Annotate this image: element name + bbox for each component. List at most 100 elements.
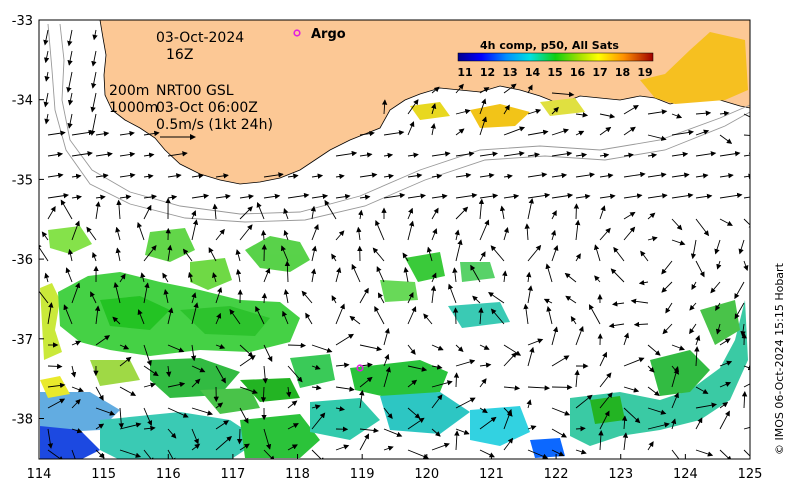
current-arrow xyxy=(335,173,345,180)
lon-tick-label: 114 xyxy=(27,467,52,482)
current-arrow xyxy=(287,400,298,409)
current-arrow xyxy=(407,220,415,241)
current-arrow xyxy=(143,365,159,377)
current-arrow xyxy=(287,423,299,430)
current-arrow xyxy=(374,306,385,325)
current-arrow xyxy=(407,121,415,136)
current-arrow xyxy=(95,335,111,346)
current-arrow xyxy=(95,131,110,137)
current-arrow xyxy=(430,285,437,304)
current-arrow xyxy=(43,29,49,46)
current-arrow xyxy=(287,444,298,451)
current-arrow xyxy=(90,92,97,113)
current-arrow xyxy=(452,267,458,283)
current-arrow xyxy=(287,192,310,199)
current-arrow xyxy=(167,381,186,388)
current-arrow xyxy=(95,407,116,416)
current-arrow xyxy=(455,397,476,409)
current-arrow xyxy=(119,356,132,367)
current-arrow xyxy=(647,134,667,141)
current-arrow xyxy=(381,99,388,115)
current-arrow xyxy=(454,430,460,451)
current-arrow xyxy=(119,273,126,283)
current-arrow xyxy=(455,359,476,367)
current-arrow xyxy=(738,239,745,255)
current-arrow xyxy=(71,398,81,409)
current-arrow xyxy=(719,218,733,226)
current-arrow xyxy=(70,365,77,378)
current-arrow xyxy=(551,128,569,136)
current-arrow xyxy=(407,207,414,220)
current-arrow xyxy=(479,362,492,368)
current-arrow xyxy=(280,245,289,262)
current-arrow xyxy=(741,391,748,409)
current-arrow xyxy=(479,193,499,199)
current-arrow xyxy=(610,268,625,283)
current-arrow xyxy=(239,386,258,395)
current-arrow xyxy=(551,106,559,115)
current-arrow xyxy=(527,385,550,391)
current-arrow xyxy=(235,268,242,283)
current-arrow xyxy=(426,246,433,262)
current-arrow xyxy=(262,365,268,384)
current-arrow xyxy=(47,302,54,325)
current-arrow xyxy=(599,173,614,179)
current-arrow xyxy=(311,193,329,200)
current-arrow xyxy=(719,192,743,199)
current-arrow xyxy=(499,205,506,220)
current-arrow xyxy=(503,352,517,367)
current-arrow xyxy=(479,151,498,157)
current-arrow xyxy=(743,196,750,199)
current-arrow xyxy=(638,279,649,286)
current-arrow xyxy=(191,407,213,416)
colorbar-tick-label: 16 xyxy=(570,66,586,79)
current-arrow xyxy=(647,386,660,397)
current-arrow xyxy=(623,407,641,424)
current-arrow xyxy=(47,398,66,409)
current-arrow xyxy=(455,239,463,262)
current-arrow xyxy=(212,272,218,283)
current-arrow xyxy=(60,199,73,220)
date-label: 03-Oct-2024 xyxy=(156,30,244,46)
current-arrow xyxy=(527,338,544,346)
current-arrow xyxy=(143,382,156,388)
current-arrow xyxy=(310,205,316,220)
current-arrow xyxy=(550,229,557,241)
argo-float-marker xyxy=(356,364,364,372)
current-arrow xyxy=(44,71,50,82)
current-arrow xyxy=(39,243,49,262)
current-arrow xyxy=(71,386,84,393)
current-arrow xyxy=(286,386,292,398)
current-arrow xyxy=(588,304,601,325)
current-arrow xyxy=(647,407,667,415)
hour-label: 16Z xyxy=(166,47,193,63)
current-arrow xyxy=(455,206,469,220)
current-arrow xyxy=(647,193,668,199)
current-arrow xyxy=(503,437,514,451)
colorbar-tick-label: 15 xyxy=(547,66,562,79)
current-arrow xyxy=(287,342,307,349)
lat-tick-label: -33 xyxy=(12,14,33,29)
current-arrow xyxy=(165,365,172,378)
current-arrow xyxy=(743,260,749,271)
current-arrow xyxy=(407,344,416,355)
current-arrow xyxy=(719,173,734,179)
current-arrow xyxy=(311,224,319,241)
current-arrow xyxy=(359,287,369,304)
current-arrow xyxy=(263,344,273,363)
lon-tick-label: 117 xyxy=(220,467,245,482)
current-arrow xyxy=(335,303,345,325)
current-arrow xyxy=(623,152,634,158)
current-arrow xyxy=(67,50,73,66)
current-arrow xyxy=(623,193,643,199)
current-arrow xyxy=(137,309,145,325)
current-arrow xyxy=(335,150,358,157)
current-arrow xyxy=(63,304,73,325)
current-arrow xyxy=(564,272,577,283)
current-arrow xyxy=(503,126,526,136)
current-arrow xyxy=(335,386,355,392)
current-arrow xyxy=(623,332,630,346)
current-arrow xyxy=(695,386,709,394)
current-arrow xyxy=(647,344,661,356)
